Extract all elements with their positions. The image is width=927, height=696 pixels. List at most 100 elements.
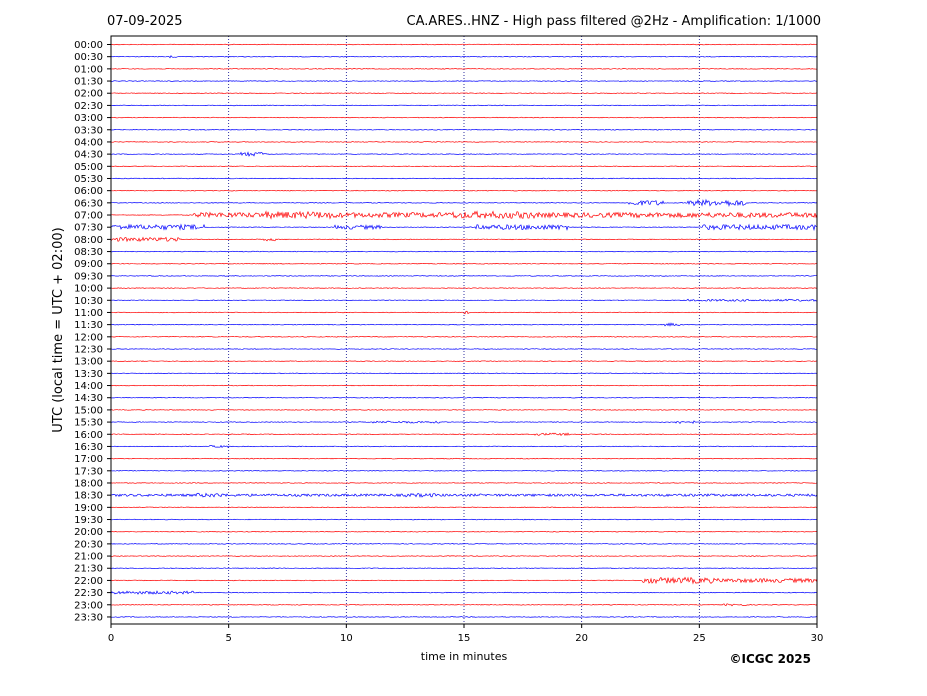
row-label-43: 21:30	[74, 564, 103, 575]
trace-row-43	[110, 567, 818, 569]
row-label-7: 03:30	[74, 125, 103, 136]
row-label-17: 08:30	[74, 247, 103, 258]
x-axis-ticks: 0 5 10 15 20 25 30	[108, 624, 823, 644]
row-label-46: 23:00	[74, 600, 103, 611]
chart-title: CA.ARES..HNZ - High pass filtered @2Hz -…	[407, 14, 821, 29]
row-label-16: 08:00	[74, 235, 103, 246]
row-label-14: 07:00	[74, 211, 103, 222]
trace-row-10	[110, 165, 817, 168]
row-label-25: 12:30	[74, 345, 103, 356]
x-tick-label-0: 0	[108, 633, 114, 644]
trace-row-38	[110, 506, 818, 509]
trace-row-24	[110, 336, 818, 338]
row-label-44: 22:00	[74, 576, 103, 587]
row-label-3: 01:30	[74, 77, 103, 88]
vertical-grid	[228, 36, 700, 624]
trace-row-41	[110, 543, 818, 545]
row-label-2: 01:00	[74, 64, 103, 75]
row-label-32: 16:00	[74, 430, 103, 441]
row-label-27: 13:30	[74, 369, 103, 380]
row-label-10: 05:00	[74, 162, 103, 173]
trace-row-34	[110, 457, 818, 460]
row-label-36: 18:00	[74, 478, 103, 489]
row-label-5: 02:30	[74, 101, 103, 112]
trace-row-16	[110, 236, 818, 243]
trace-row-20	[110, 287, 818, 289]
row-label-18: 09:00	[74, 259, 103, 270]
row-label-4: 02:00	[74, 89, 103, 100]
x-tick-label-1: 5	[225, 633, 231, 644]
trace-row-28	[110, 384, 818, 387]
row-label-37: 18:30	[74, 491, 103, 502]
trace-row-5	[110, 104, 818, 107]
trace-row-19	[110, 275, 818, 277]
row-label-47: 23:30	[74, 612, 103, 623]
plot-area	[110, 35, 818, 625]
row-label-8: 04:00	[74, 137, 103, 148]
row-label-6: 03:00	[74, 113, 103, 124]
row-label-21: 10:30	[74, 296, 103, 307]
trace-row-46	[110, 603, 818, 607]
trace-row-31	[110, 420, 818, 425]
row-label-45: 22:30	[74, 588, 103, 599]
row-label-39: 19:30	[74, 515, 103, 526]
trace-row-30	[110, 409, 818, 411]
row-label-38: 19:00	[74, 503, 103, 514]
row-label-20: 10:00	[74, 284, 103, 295]
trace-row-11	[110, 177, 818, 180]
trace-row-45	[110, 590, 818, 595]
x-axis-label: time in minutes	[421, 650, 508, 663]
row-label-19: 09:30	[74, 271, 103, 282]
x-tick-label-4: 20	[575, 633, 588, 644]
row-label-9: 04:30	[74, 150, 103, 161]
row-label-11: 05:30	[74, 174, 103, 185]
trace-row-37	[110, 492, 818, 498]
row-label-29: 14:30	[74, 393, 103, 404]
trace-row-4	[110, 92, 818, 94]
trace-row-7	[110, 129, 818, 131]
row-label-1: 00:30	[74, 52, 103, 63]
row-label-23: 11:30	[74, 320, 103, 331]
trace-row-26	[110, 360, 818, 362]
trace-row-47	[110, 616, 818, 618]
trace-row-22	[110, 310, 818, 315]
trace-row-35	[111, 470, 818, 472]
date-label: 07-09-2025	[107, 14, 183, 29]
row-label-28: 14:00	[74, 381, 103, 392]
x-tick-label-5: 25	[693, 633, 706, 644]
trace-row-1	[110, 55, 818, 59]
trace-row-25	[110, 348, 818, 350]
row-label-0: 00:00	[74, 40, 103, 51]
row-label-24: 12:00	[74, 332, 103, 343]
copyright-label: ©ICGC 2025	[729, 652, 811, 666]
row-label-40: 20:00	[74, 527, 103, 538]
trace-row-3	[110, 80, 818, 82]
trace-row-32	[110, 432, 818, 437]
row-label-22: 11:00	[74, 308, 103, 319]
row-label-12: 06:00	[74, 186, 103, 197]
trace-row-36	[110, 482, 818, 484]
trace-row-12	[110, 189, 818, 192]
row-label-41: 20:30	[74, 539, 103, 550]
trace-row-2	[110, 68, 818, 70]
trace-row-18	[110, 262, 818, 265]
trace-row-21	[110, 298, 818, 302]
trace-row-0	[110, 43, 818, 46]
trace-row-8	[110, 141, 818, 143]
row-label-26: 13:00	[74, 357, 103, 368]
row-label-33: 16:30	[74, 442, 103, 453]
trace-row-33	[110, 444, 818, 448]
trace-row-17	[110, 250, 818, 253]
trace-row-40	[110, 530, 818, 533]
trace-row-29	[110, 396, 818, 399]
y-axis-label: UTC (local time = UTC + 02:00)	[51, 227, 66, 432]
trace-row-42	[110, 555, 818, 557]
row-label-30: 15:00	[74, 405, 103, 416]
row-label-13: 06:30	[74, 198, 103, 209]
row-label-35: 17:30	[74, 466, 103, 477]
trace-row-14	[110, 210, 818, 220]
trace-row-44	[110, 576, 818, 585]
traces	[110, 43, 818, 618]
